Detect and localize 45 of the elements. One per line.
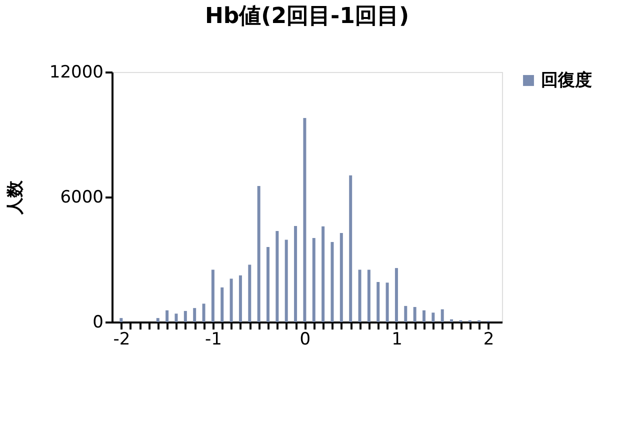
bar [120, 318, 123, 322]
bar [376, 282, 380, 322]
bar [238, 275, 242, 322]
bar [358, 270, 362, 322]
bar [312, 238, 316, 322]
bar [184, 310, 187, 322]
bar [248, 264, 252, 322]
bar [422, 310, 426, 322]
x-tick-label: -1 [204, 330, 222, 350]
y-axis-title: 人数 [5, 180, 26, 216]
bar [440, 309, 444, 322]
x-tick-label: 2 [483, 330, 494, 350]
bar [266, 247, 270, 322]
y-tick-label: 0 [92, 312, 104, 332]
bar [294, 226, 298, 322]
bar [404, 306, 408, 322]
bar [303, 118, 306, 322]
chart-title: Hb値(2回目-1回目) [204, 4, 410, 29]
bar [450, 319, 454, 322]
bar [211, 270, 214, 322]
bar [156, 318, 160, 322]
bar [174, 314, 178, 322]
bar [330, 242, 334, 322]
bar [284, 240, 288, 322]
bar [220, 287, 224, 322]
x-tick-label: 1 [392, 330, 402, 350]
x-tick-label: -2 [113, 330, 130, 350]
y-tick-label: 6000 [60, 188, 104, 208]
bar [202, 304, 206, 322]
y-tick-label: 12000 [49, 62, 104, 82]
bar [367, 270, 370, 322]
bar [230, 278, 233, 322]
bar [432, 312, 435, 322]
bar [413, 307, 416, 322]
bar [386, 282, 389, 322]
bar [276, 230, 279, 322]
bar [322, 226, 325, 322]
bar [340, 233, 343, 322]
bar [257, 186, 260, 322]
bar [193, 308, 196, 322]
bar [349, 175, 352, 322]
x-tick-label: 0 [300, 330, 311, 350]
bar [394, 268, 398, 322]
legend-label: 回復度 [541, 70, 592, 90]
bar [166, 310, 169, 322]
